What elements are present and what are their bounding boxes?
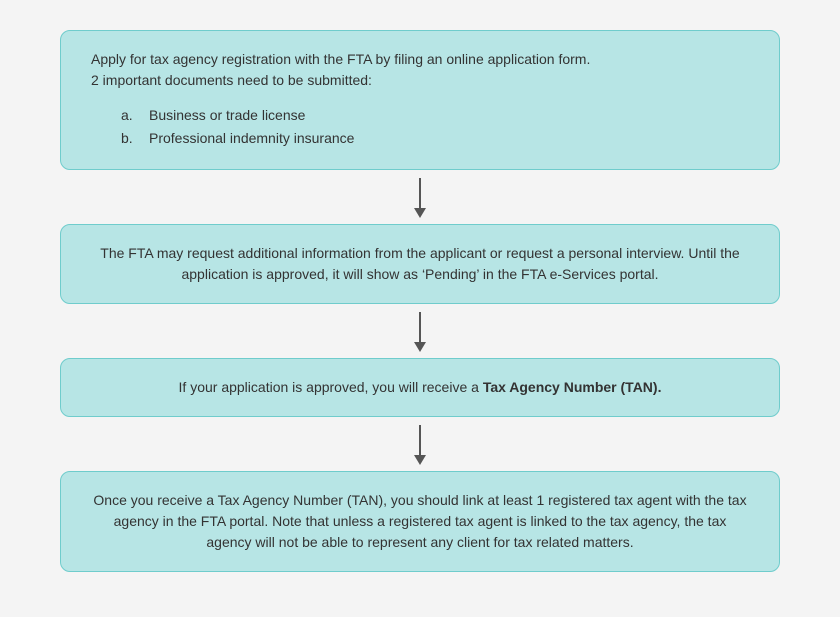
step3-prefix: If your application is approved, you wil… (179, 379, 483, 395)
arrow-down-icon (414, 312, 426, 352)
flow-node-step2: The FTA may request additional informati… (60, 224, 780, 304)
arrow-down-icon (414, 178, 426, 218)
flow-node-step1: Apply for tax agency registration with t… (60, 30, 780, 170)
list-marker: a. (121, 105, 149, 126)
list-marker: b. (121, 128, 149, 149)
step1-subintro: 2 important documents need to be submitt… (91, 70, 749, 91)
step1-intro: Apply for tax agency registration with t… (91, 49, 749, 70)
step3-bold: Tax Agency Number (TAN). (483, 379, 662, 395)
list-item: b.Professional indemnity insurance (121, 128, 749, 149)
flow-node-step4: Once you receive a Tax Agency Number (TA… (60, 471, 780, 572)
flow-node-step3: If your application is approved, you wil… (60, 358, 780, 417)
list-text: Professional indemnity insurance (149, 130, 354, 146)
step2-text: The FTA may request additional informati… (100, 245, 739, 282)
step4-text: Once you receive a Tax Agency Number (TA… (93, 492, 746, 550)
arrow-down-icon (414, 425, 426, 465)
flowchart-container: Apply for tax agency registration with t… (60, 30, 780, 572)
list-text: Business or trade license (149, 107, 305, 123)
list-item: a.Business or trade license (121, 105, 749, 126)
step1-document-list: a.Business or trade license b.Profession… (91, 105, 749, 149)
